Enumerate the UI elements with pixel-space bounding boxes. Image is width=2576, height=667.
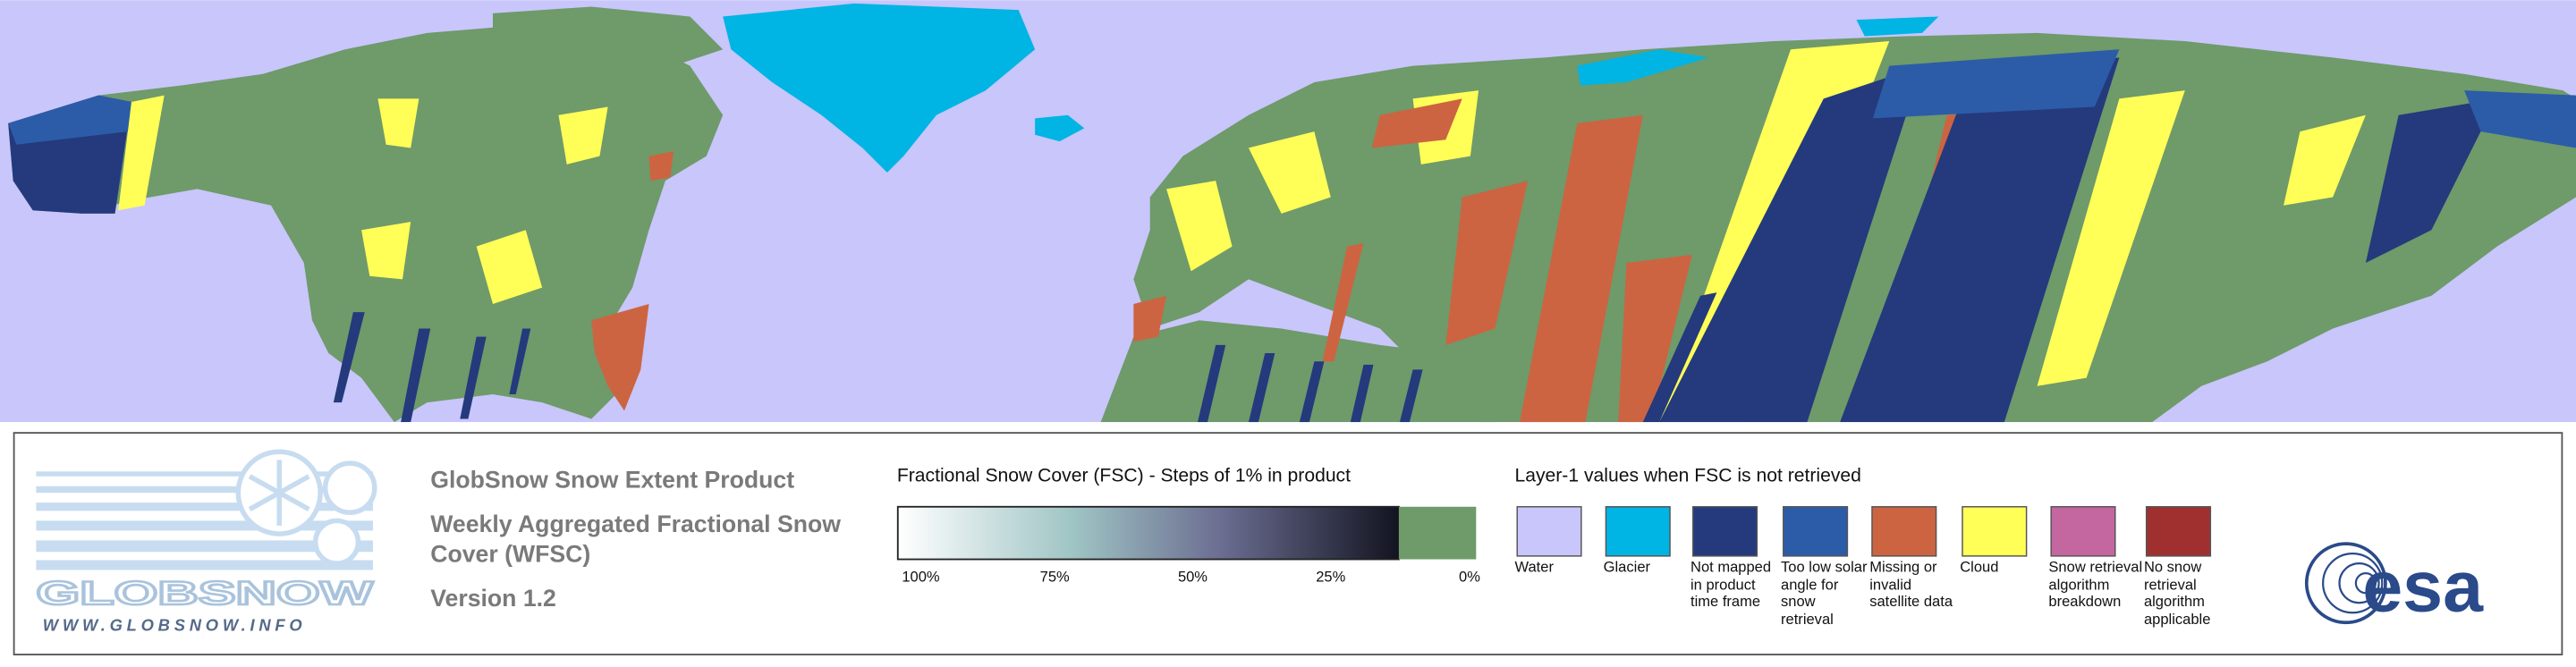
fsc-tick-label: 25% xyxy=(1316,568,1345,585)
legend-label-box: Cloud xyxy=(1960,558,1999,575)
agency-name: esa xyxy=(2362,546,2484,627)
product-version: Version 1.2 xyxy=(430,586,556,613)
fsc-snow-free xyxy=(1398,506,1477,560)
logo-url: WWW.GLOBSNOW.INFO xyxy=(43,615,307,634)
na-swaths xyxy=(333,312,531,423)
fsc-gradient xyxy=(896,505,1400,561)
legend-label-box: Glacier xyxy=(1603,558,1651,575)
logo: GLOBSNOW WWW.GLOBSNOW.INFO xyxy=(35,449,377,634)
fsc-tick-label: 50% xyxy=(1178,568,1208,585)
arctic-russia xyxy=(1577,16,1939,86)
legend-label: Not mapped in product time frame xyxy=(1690,558,1772,610)
legend-swatch xyxy=(2145,506,2212,557)
legend-label: Too low solar angle for snow retrieval xyxy=(1781,558,1868,627)
fsc-ticks: 100% 75% 50% 25% 0% xyxy=(902,568,1480,585)
legend-label-box: No snow retrieval algorithm applicable xyxy=(2143,558,2211,627)
legend-label: Glacier xyxy=(1603,558,1651,575)
greenland xyxy=(723,3,1036,173)
alaska-low-sun xyxy=(8,95,131,145)
legend-label: No snow retrieval algorithm applicable xyxy=(2143,558,2211,627)
eurasia-missing xyxy=(1133,98,2004,423)
product-info: GlobSnow Snow Extent Product Weekly Aggr… xyxy=(430,468,842,613)
legend-swatch xyxy=(1605,506,1671,557)
esa-logo: esa xyxy=(2304,542,2484,627)
legend-label-box: Too low solar angle for snow retrieval xyxy=(1781,558,1868,627)
legend-label: Cloud xyxy=(1960,558,1999,575)
arctic-islands xyxy=(493,6,724,66)
north-america xyxy=(8,24,724,423)
legend-swatch xyxy=(1962,506,2028,557)
legend-label: Snow retrieval algorithm breakdown xyxy=(2048,558,2143,610)
legend-label-box: Missing or invalid satellite data xyxy=(1869,558,1953,610)
africa xyxy=(1100,320,1496,423)
legend-swatch xyxy=(2050,506,2116,557)
layer1-title: Layer-1 values when FSC is not retrieved xyxy=(1514,466,1861,486)
eurasia-low-sun xyxy=(1872,49,2576,148)
product-title: GlobSnow Snow Extent Product xyxy=(430,468,795,494)
layer1-items: Water Glacier Not mapped in product time f… xyxy=(1514,506,2212,627)
na-cloud xyxy=(118,95,608,304)
legend-label: Water xyxy=(1514,558,1554,575)
na-missing xyxy=(591,151,674,411)
iceland xyxy=(1035,114,1085,142)
product-subtitle: Weekly Aggregated Fractional Snow Cover … xyxy=(430,512,842,569)
legend-swatch xyxy=(1516,506,1582,557)
legend-label-box: Water xyxy=(1514,558,1554,575)
logo-name: GLOBSNOW xyxy=(36,575,373,612)
fsc-tick-label: 100% xyxy=(902,568,940,585)
fsc-tick-label: 75% xyxy=(1040,568,1070,585)
layer1-title-box: Layer-1 values when FSC is not retrieved xyxy=(1514,466,1861,486)
legend-label: Missing or invalid satellite data xyxy=(1869,558,1953,610)
fsc-title-box: Fractional Snow Cover (FSC) - Steps of 1… xyxy=(896,466,1351,486)
legend-swatch xyxy=(1692,506,1758,557)
map xyxy=(0,0,2576,423)
legend-label-box: Snow retrieval algorithm breakdown xyxy=(2048,558,2143,610)
eurasia-not-mapped xyxy=(1642,57,2497,423)
africa-swaths xyxy=(1197,344,1423,423)
legend-swatch xyxy=(1783,506,1849,557)
legend-swatch xyxy=(1871,506,1937,557)
fsc-tick-label: 0% xyxy=(1459,568,1480,585)
legend-label-box: Not mapped in product time frame xyxy=(1690,558,1772,610)
fsc-title: Fractional Snow Cover (FSC) - Steps of 1… xyxy=(896,466,1351,486)
